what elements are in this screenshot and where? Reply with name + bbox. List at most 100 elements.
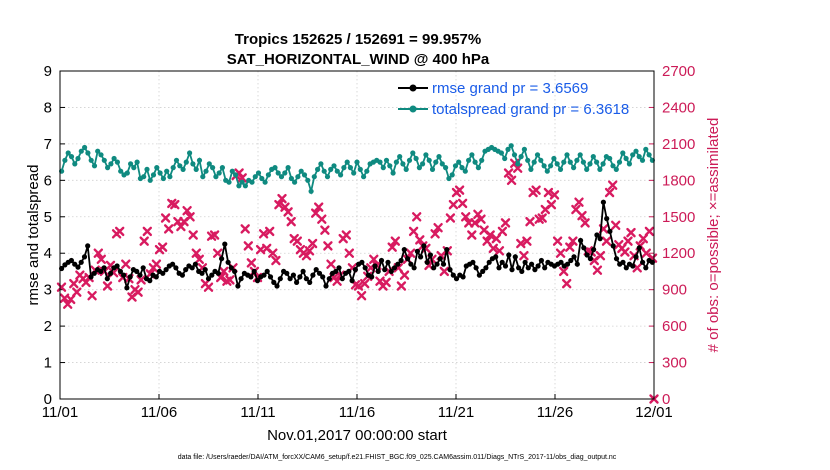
obs-assimilated-marker bbox=[562, 278, 572, 289]
obs-assimilated-marker bbox=[157, 242, 168, 252]
obs-assimilated-marker bbox=[323, 241, 333, 251]
obs-assimilated-marker bbox=[191, 248, 201, 258]
obs-assimilated-marker bbox=[115, 226, 125, 237]
rmse-point bbox=[359, 259, 365, 265]
spread-point bbox=[600, 161, 606, 167]
rmse-point bbox=[486, 259, 492, 265]
spread-point bbox=[118, 168, 124, 174]
y-right-tick-label: 2400 bbox=[662, 99, 695, 116]
obs-assimilated-marker bbox=[164, 224, 174, 234]
obs-assimilated-marker bbox=[604, 187, 615, 198]
spread-point bbox=[508, 143, 514, 149]
rmse-point bbox=[202, 267, 208, 273]
chart-title-line1: Tropics 152625 / 152691 = 99.957% bbox=[235, 31, 481, 48]
spread-point bbox=[288, 175, 294, 182]
y-left-tick-label: 7 bbox=[44, 136, 52, 153]
obs-assimilated-marker bbox=[292, 236, 302, 246]
rmse-point bbox=[571, 254, 577, 260]
rmse-point bbox=[431, 265, 437, 271]
obs-assimilated-marker bbox=[552, 236, 563, 246]
spread-point bbox=[502, 155, 508, 162]
spread-point bbox=[626, 161, 633, 167]
obs-assimilated-marker bbox=[485, 230, 495, 240]
obs-assimilated-marker bbox=[369, 254, 379, 264]
spread-point bbox=[400, 161, 406, 167]
x-tick-label: 11/01 bbox=[42, 404, 78, 421]
legend-spread-marker bbox=[409, 105, 417, 113]
obs-assimilated-marker bbox=[121, 259, 131, 269]
spread-point bbox=[364, 168, 370, 174]
rmse-point bbox=[81, 254, 88, 260]
spread-point bbox=[518, 154, 524, 160]
rmse-point bbox=[205, 276, 212, 282]
spread-point bbox=[397, 154, 403, 160]
rmse-point bbox=[88, 274, 94, 280]
y-right-tick-label: 1500 bbox=[662, 209, 695, 226]
obs-assimilated-marker bbox=[448, 199, 459, 210]
rmse-point bbox=[173, 265, 179, 271]
rmse-point bbox=[600, 199, 607, 205]
spread-point bbox=[275, 170, 281, 176]
rmse-point bbox=[568, 257, 574, 264]
x-tick-label: 11/16 bbox=[339, 404, 375, 421]
spread-point bbox=[584, 166, 590, 172]
y-left-tick-label: 1 bbox=[44, 355, 52, 372]
grid bbox=[59, 71, 655, 399]
spread-point bbox=[538, 157, 544, 163]
rmse-point bbox=[460, 274, 466, 280]
obs-assimilated-marker bbox=[360, 278, 370, 289]
spread-point bbox=[561, 159, 567, 165]
spread-point bbox=[498, 150, 504, 156]
rmse-point bbox=[127, 274, 133, 280]
obs-assimilated-marker bbox=[182, 206, 192, 216]
rmse-point bbox=[542, 265, 548, 271]
spread-point bbox=[590, 154, 596, 160]
obs-assimilated-marker bbox=[457, 198, 468, 209]
totalspread-series bbox=[59, 143, 656, 195]
rmse-point bbox=[215, 270, 221, 276]
spread-point bbox=[528, 166, 534, 172]
rmse-point bbox=[274, 283, 280, 289]
obs-assimilated-marker bbox=[568, 236, 578, 246]
spread-point bbox=[459, 165, 465, 171]
spread-point bbox=[633, 148, 639, 154]
spread-point bbox=[475, 165, 481, 171]
rmse-point bbox=[362, 265, 368, 271]
obs-assimilated-marker bbox=[608, 180, 618, 190]
obs-assimilated-marker bbox=[63, 299, 73, 309]
spread-point bbox=[206, 161, 212, 167]
legend-rmse-marker bbox=[409, 84, 417, 92]
spread-point bbox=[164, 168, 170, 174]
obs-assimilated-marker bbox=[219, 266, 229, 277]
rmse-point bbox=[496, 265, 502, 271]
spread-point bbox=[446, 175, 452, 182]
rmse-point bbox=[352, 267, 358, 273]
rmse-point bbox=[476, 272, 482, 278]
rmse-point bbox=[313, 267, 319, 273]
legend-spread-label: totalspread grand pr = 6.3618 bbox=[432, 101, 629, 118]
spread-point bbox=[229, 168, 235, 174]
x-tick-label: 12/01 bbox=[635, 404, 673, 421]
obs-assimilated-marker bbox=[133, 287, 143, 297]
obs-assimilated-marker bbox=[225, 275, 235, 285]
rmse-point bbox=[418, 254, 424, 260]
spread-point bbox=[301, 172, 308, 178]
obs-assimilated-marker bbox=[307, 238, 318, 249]
spread-point bbox=[443, 165, 449, 171]
footer-data-file: data file: /Users/raeder/DAI/ATM_forcXX/… bbox=[178, 454, 617, 461]
spread-point bbox=[469, 152, 475, 158]
rmse-point bbox=[620, 259, 626, 265]
rmse-point bbox=[101, 265, 107, 271]
spread-point bbox=[157, 170, 163, 176]
rmse-point bbox=[307, 279, 313, 285]
rmse-point bbox=[232, 268, 238, 274]
rmse-point bbox=[369, 274, 375, 280]
obs-assimilated-marker bbox=[136, 275, 146, 285]
spread-point bbox=[95, 148, 101, 154]
obs-assimilated-marker bbox=[537, 213, 547, 223]
rmse-point bbox=[643, 265, 649, 271]
obs-assimilated-marker bbox=[265, 226, 275, 237]
obs-assimilated-marker bbox=[430, 229, 440, 239]
rmse-point bbox=[284, 270, 290, 276]
rmse-point bbox=[447, 267, 453, 273]
